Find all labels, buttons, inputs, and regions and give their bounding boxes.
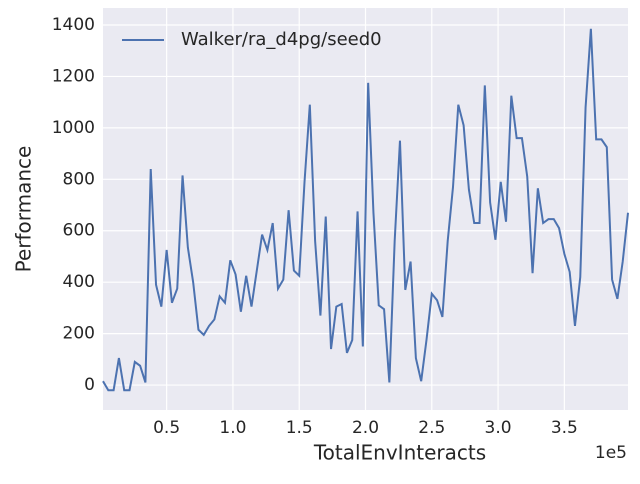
y-tick-label: 600 [63,221,95,241]
legend-label: Walker/ra_d4pg/seed0 [181,29,382,50]
x-tick-label: 3.0 [485,418,512,438]
y-axis-label: Performance [12,146,36,273]
x-tick-label: 2.5 [418,418,445,438]
x-tick-label: 1.0 [219,418,246,438]
y-tick-label: 800 [63,169,95,189]
y-tick-label: 400 [63,272,95,292]
y-tick-label: 0 [84,375,95,395]
x-tick-label: 2.0 [352,418,379,438]
y-tick-label: 200 [63,324,95,344]
y-tick-label: 1200 [52,66,95,86]
x-axis-label: TotalEnvInteracts [313,441,486,465]
y-tick-label: 1400 [52,15,95,35]
y-tick-label: 1000 [52,118,95,138]
x-tick-label: 0.5 [153,418,180,438]
line [102,28,629,392]
x-tick-label: 3.5 [551,418,578,438]
x-tick-label: 1.5 [286,418,313,438]
x-offset-label: 1e5 [595,443,627,463]
